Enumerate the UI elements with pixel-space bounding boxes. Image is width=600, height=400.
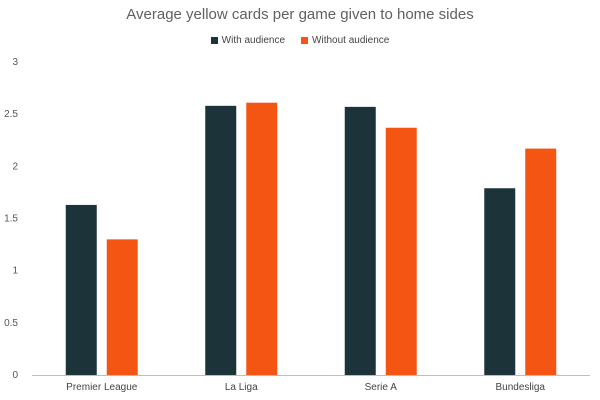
x-tick-label: Premier League <box>66 382 138 393</box>
y-tick-label: 3 <box>12 57 18 68</box>
legend-item-without-audience: Without audience <box>301 35 389 46</box>
y-tick-label: 2 <box>12 161 18 172</box>
x-tick-label: Bundesliga <box>496 382 546 393</box>
legend: With audience Without audience <box>0 35 600 46</box>
legend-label-without-audience: Without audience <box>312 35 390 46</box>
bar-with-audience <box>205 105 237 375</box>
x-tick-label: La Liga <box>225 382 258 393</box>
bar-without-audience <box>106 239 138 375</box>
y-tick-label: 0.5 <box>4 318 18 329</box>
bar-with-audience <box>65 204 97 375</box>
y-tick-label: 1 <box>12 266 18 277</box>
x-tick-label: Serie A <box>365 382 398 393</box>
bar-with-audience <box>484 188 516 375</box>
legend-swatch-with-audience <box>210 37 218 44</box>
y-tick-label: 2.5 <box>4 109 18 120</box>
bar-without-audience <box>385 127 417 375</box>
chart-title: Average yellow cards per game given to h… <box>126 6 474 23</box>
bar-without-audience <box>525 148 557 375</box>
bar-with-audience <box>344 106 376 375</box>
y-tick-label: 0 <box>12 370 18 381</box>
legend-item-with-audience: With audience <box>210 35 286 46</box>
legend-swatch-without-audience <box>301 37 309 44</box>
y-tick-label: 1.5 <box>4 214 18 225</box>
bar-without-audience <box>246 102 278 375</box>
legend-label-with-audience: With audience <box>221 35 286 46</box>
